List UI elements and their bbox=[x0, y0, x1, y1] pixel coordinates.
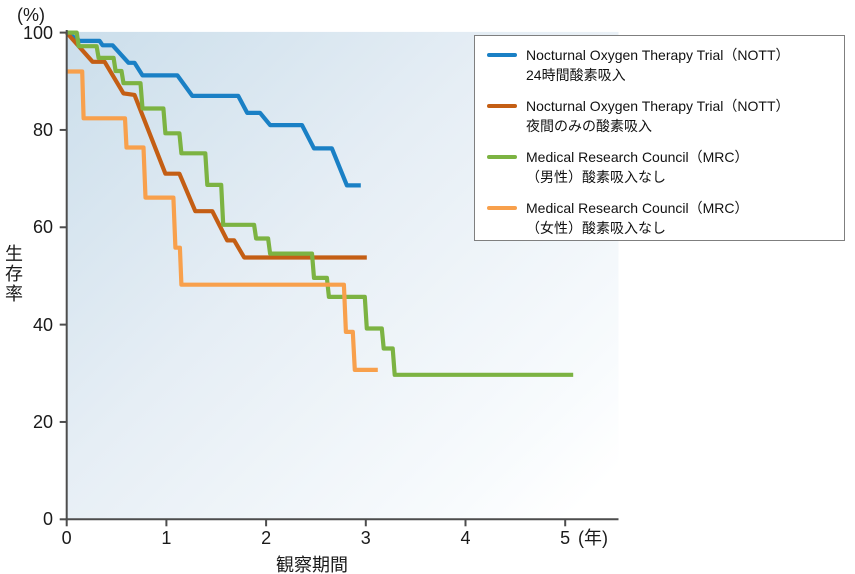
y-tick-label: 0 bbox=[42, 509, 53, 530]
x-tick-label: 4 bbox=[460, 528, 471, 548]
legend-swatch-mrc-male-line bbox=[487, 155, 517, 159]
curve-mrc-male bbox=[66, 30, 574, 377]
y-tick-label: 20 bbox=[32, 411, 53, 432]
legend-label-line2: （女性）酸素吸入なし bbox=[526, 220, 666, 236]
x-tick-label: 3 bbox=[360, 528, 371, 548]
legend-swatch-mrc-female-line bbox=[487, 206, 517, 210]
curve-mrc-female bbox=[66, 69, 378, 372]
x-axis-unit-label: (年) bbox=[578, 528, 608, 548]
legend-item-nott-continuous: Nocturnal Oxygen Therapy Trial（NOTT） 24時… bbox=[487, 45, 838, 85]
legend-label-line1: Medical Research Council（MRC） bbox=[526, 200, 749, 216]
y-tick-label: 40 bbox=[32, 314, 53, 335]
legend-item-nott-nocturnal: Nocturnal Oxygen Therapy Trial（NOTT） 夜間の… bbox=[487, 96, 838, 136]
x-axis-title: 観察期間 bbox=[276, 555, 348, 574]
legend-item-mrc-male: Medical Research Council（MRC） （男性）酸素吸入なし bbox=[487, 147, 838, 187]
legend-label-line2: 24時間酸素吸入 bbox=[526, 67, 626, 83]
legend-label-line1: Nocturnal Oxygen Therapy Trial（NOTT） bbox=[526, 98, 790, 114]
legend-label-line1: Medical Research Council（MRC） bbox=[526, 149, 749, 165]
x-tick-label: 1 bbox=[161, 528, 172, 548]
x-tick-label: 0 bbox=[61, 528, 72, 548]
legend-item-mrc-female: Medical Research Council（MRC） （女性）酸素吸入なし bbox=[487, 198, 838, 238]
legend-swatch-nott-nocturnal-line bbox=[487, 104, 517, 108]
y-axis-title: 生存率 bbox=[3, 244, 23, 304]
curve-nott-nocturnal bbox=[65, 31, 367, 260]
legend-label-line2: 夜間のみの酸素吸入 bbox=[526, 118, 652, 134]
y-tick-label: 80 bbox=[32, 119, 53, 140]
curve-nott-continuous bbox=[65, 30, 361, 188]
legend-swatch-nott-continuous-line bbox=[487, 53, 517, 57]
y-tick-label: 60 bbox=[32, 217, 53, 238]
x-tick-label: 5 bbox=[560, 528, 571, 548]
y-tick-label: 100 bbox=[22, 22, 53, 43]
y-axis-unit-label: (%) bbox=[17, 5, 45, 25]
legend-label-line1: Nocturnal Oxygen Therapy Trial（NOTT） bbox=[526, 47, 790, 63]
x-tick-label: 2 bbox=[261, 528, 272, 548]
legend-box: Nocturnal Oxygen Therapy Trial（NOTT） 24時… bbox=[474, 35, 845, 241]
legend-label-line2: （男性）酸素吸入なし bbox=[526, 169, 666, 185]
